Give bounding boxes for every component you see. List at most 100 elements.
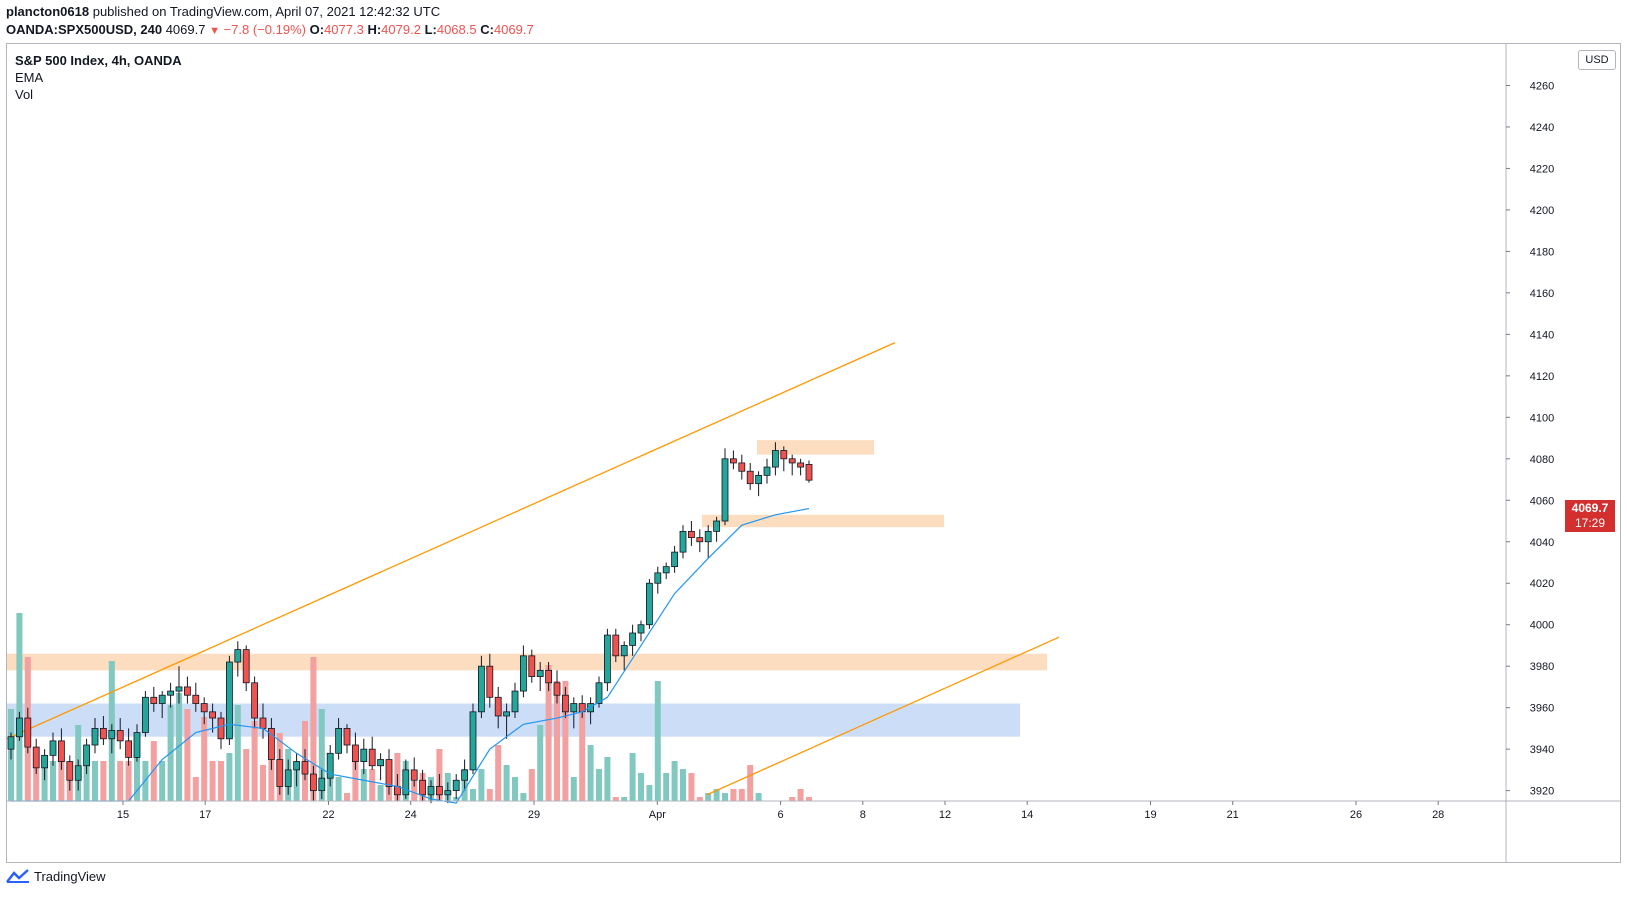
candle [234, 641, 242, 677]
tradingview-brand[interactable]: TradingView [6, 868, 106, 884]
trendline-0 [6, 342, 896, 740]
candle-body [629, 632, 636, 646]
candle-body [217, 717, 225, 740]
candle-body [318, 777, 326, 792]
candle-body [679, 530, 687, 553]
candle-body [469, 711, 477, 771]
candle [772, 442, 779, 476]
candle-body [780, 450, 788, 460]
candle [141, 691, 149, 737]
volume-bar [478, 769, 485, 801]
candle [351, 732, 359, 770]
price-tick-label: 4240 [1530, 122, 1554, 134]
volume-bar [570, 777, 577, 801]
price-tick-label: 4040 [1530, 537, 1554, 549]
volume-bar [713, 789, 720, 801]
candle-body [562, 694, 569, 713]
candle-body [427, 786, 435, 796]
candle-body [419, 779, 427, 796]
symbol: OANDA:SPX500USD, 240 [6, 22, 163, 37]
candle-body [293, 761, 301, 771]
candle-body [301, 761, 309, 775]
candle-body [183, 686, 191, 696]
candle [713, 516, 720, 542]
candle-body [326, 752, 334, 779]
candle-body [536, 669, 544, 677]
volume-bar [512, 777, 518, 801]
volume-bar [696, 797, 703, 801]
currency-button[interactable]: USD [1578, 50, 1616, 70]
candle [15, 711, 23, 741]
candle [175, 666, 183, 704]
volume-bar [806, 797, 812, 801]
candle [251, 676, 259, 729]
candle [284, 759, 292, 795]
candle [192, 682, 200, 712]
candle [116, 718, 124, 750]
candle-body [452, 779, 460, 792]
candle [646, 579, 653, 629]
legend-vol[interactable]: Vol [15, 87, 34, 102]
volume-bar [226, 753, 233, 801]
volume-bar [520, 793, 527, 801]
candle [167, 682, 175, 708]
zones-layer [7, 440, 1047, 737]
candle-body [377, 759, 385, 767]
candle-body [662, 566, 670, 574]
price-tick-label: 4260 [1530, 80, 1554, 92]
candle [511, 682, 519, 719]
candle-body [100, 728, 107, 740]
candle [494, 686, 502, 729]
candle [66, 755, 74, 791]
price-tag-countdown: 17:29 [1574, 516, 1606, 530]
price-tick-label: 3980 [1530, 661, 1554, 673]
candle-body [746, 470, 754, 485]
candle [545, 662, 552, 692]
volume-bar [192, 777, 199, 801]
volume-bar [344, 793, 350, 801]
candle [562, 686, 569, 719]
candle-body [730, 458, 737, 464]
volume-bar [100, 761, 107, 801]
published-text: published on TradingView.com, April 07, … [92, 4, 441, 19]
volume-bar [83, 765, 90, 801]
volume-bar [16, 613, 23, 801]
publisher-name[interactable]: plancton0618 [6, 4, 90, 19]
last-price-tag: 4069.7 17:29 [1565, 500, 1615, 532]
candle [24, 707, 32, 754]
price-tick-label: 4080 [1530, 454, 1554, 466]
candle-body [284, 769, 292, 787]
volume-bar [470, 789, 476, 801]
candle [486, 653, 494, 708]
symbol-line: OANDA:SPX500USD, 240 4069.7 ▼ −7.8 (−0.1… [6, 22, 534, 37]
close-label: C: [480, 22, 494, 37]
chart-frame[interactable] [6, 43, 1621, 863]
price-tick-label: 4200 [1530, 205, 1554, 217]
legend-ema[interactable]: EMA [15, 70, 44, 85]
candle-body [242, 649, 250, 684]
candle [125, 728, 132, 766]
candle-body [351, 744, 359, 762]
candle [108, 724, 116, 754]
candle-body [528, 655, 536, 677]
candle [528, 649, 536, 683]
price-tick-label: 4160 [1530, 288, 1554, 300]
candle-body [545, 669, 552, 684]
candle [133, 724, 141, 762]
volume-bar [369, 769, 376, 801]
time-tick-label: 17 [199, 809, 211, 821]
volume-bar [176, 693, 182, 801]
candle-body [385, 759, 393, 787]
price-tick-label: 4000 [1530, 620, 1554, 632]
volume-bar [486, 789, 493, 801]
candle [461, 759, 469, 791]
ema-line [11, 507, 810, 804]
candle-body [343, 728, 351, 746]
candle-body [91, 728, 99, 746]
chart-title: S&P 500 Index, 4h, OANDA [15, 53, 182, 68]
candle-body [704, 530, 712, 543]
candle-body [175, 686, 183, 692]
volume-bar [747, 765, 754, 801]
candle [318, 769, 326, 799]
